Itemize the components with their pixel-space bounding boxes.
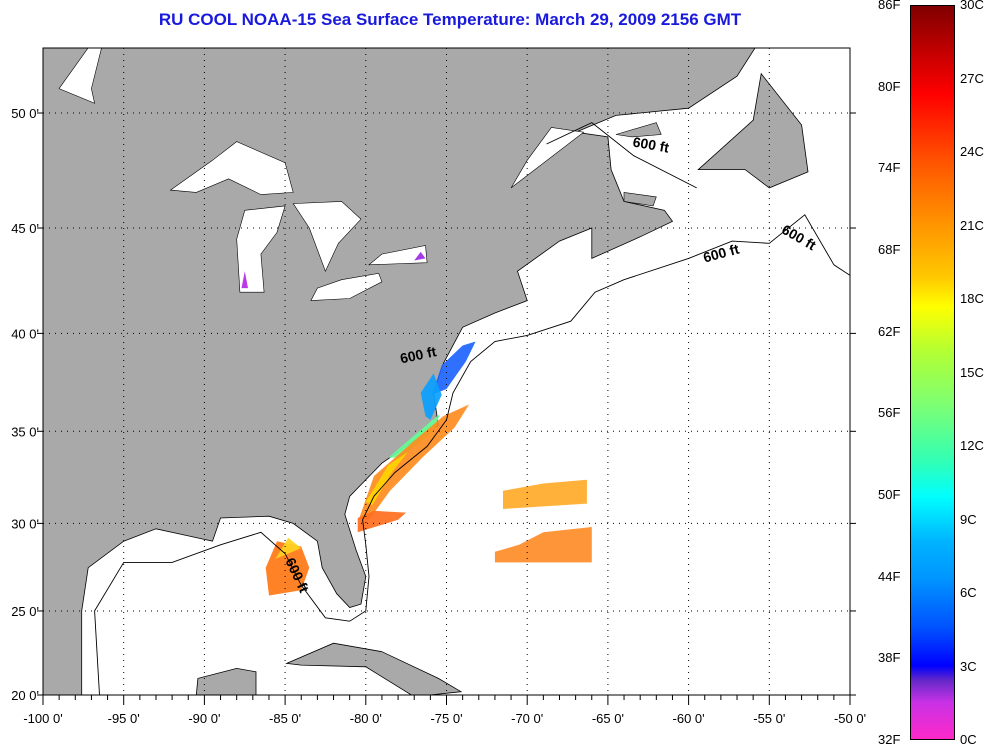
sst-gulf-stream [359, 404, 470, 520]
colorbar-label-celsius: 21C [960, 217, 984, 233]
land-hispaniola [486, 694, 491, 695]
colorbar-label-fahrenheit: 62F [878, 323, 901, 339]
lon-tick-label: -75 0' [430, 711, 462, 726]
isobath-label-0: 600 ft [632, 134, 671, 156]
lon-tick-label: -60 0' [673, 711, 705, 726]
lat-tick-label: 25 0' [11, 604, 39, 619]
sst-mid-atlantic-cold [432, 341, 476, 395]
colorbar-label-celsius: 3C [960, 658, 977, 674]
lake-huron [292, 201, 362, 272]
land-cuba [285, 642, 463, 695]
colorbar-label-celsius: 24C [960, 144, 984, 159]
colorbar-label-fahrenheit: 56F [878, 405, 901, 421]
lon-tick-label: -65 0' [592, 711, 624, 726]
colorbar-label-fahrenheit: 44F [878, 568, 901, 584]
colorbar-label-celsius: 0C [960, 732, 977, 747]
lat-tick-label: 45 0' [11, 221, 39, 236]
land-newfoundland [697, 72, 809, 189]
sst-gulf-mexico-yellow [275, 537, 302, 559]
sst-shelf-green [388, 414, 440, 458]
sst-gulf-stream-yellow [365, 452, 408, 506]
colorbar-label-celsius: 9C [960, 511, 977, 527]
lake-stlawrence [510, 127, 585, 189]
colorbar-label-celsius: 6C [960, 585, 977, 600]
colorbar-label-celsius: 30C [960, 0, 984, 12]
lake-superior [169, 141, 294, 195]
colorbar-label-fahrenheit: 50F [878, 487, 901, 502]
colorbar-label-fahrenheit: 80F [878, 78, 901, 94]
lon-tick-label: -55 0' [753, 711, 785, 726]
lat-tick-label: 50 0' [11, 106, 39, 121]
sst-shelf-cool [420, 373, 442, 420]
lon-tick-label: -70 0' [511, 711, 543, 726]
lat-tick-label: 20 0' [11, 688, 39, 703]
lat-tick-label: 35 0' [11, 424, 39, 439]
lake-michigan [236, 205, 286, 293]
colorbar-label-celsius: 27C [960, 70, 984, 86]
lake-ontario [368, 245, 428, 266]
lon-tick-label: -80 0' [350, 711, 382, 726]
colorbar-label-fahrenheit: 68F [878, 242, 901, 257]
lat-tick-label: 40 0' [11, 326, 39, 341]
lon-tick-label: -90 0' [188, 711, 220, 726]
map-frame [42, 47, 851, 696]
land-pei [623, 192, 657, 207]
colorbar-label-fahrenheit: 74F [878, 160, 901, 176]
colorbar-label-celsius: 15C [960, 364, 984, 380]
land-yucatan [195, 667, 257, 695]
lon-tick-label: -100 0' [23, 711, 62, 726]
colorbar-label-celsius: 18C [960, 291, 984, 306]
sst-lake-ontario [414, 251, 426, 261]
sst-offshore-south [494, 527, 592, 563]
colorbar-label-fahrenheit: 38F [878, 650, 901, 666]
sst-gulf-mexico [265, 541, 310, 596]
sst-offshore-north [503, 479, 587, 509]
isobath-label-3: 600 ft [399, 343, 438, 366]
colorbar-label-celsius: 12C [960, 438, 984, 453]
lat-tick-label: 30 0' [11, 516, 39, 531]
land-anticosti [615, 122, 662, 138]
lake-winnipeg [58, 48, 102, 104]
colorbar-label-fahrenheit: 86F [878, 0, 901, 12]
lon-tick-label: -50 0' [834, 711, 866, 726]
isobath-600ft [546, 122, 697, 189]
colorbar-label-fahrenheit: 32F [878, 732, 901, 747]
sst-lake-michigan [241, 271, 248, 289]
temperature-colorbar [910, 5, 955, 740]
lon-tick-label: -85 0' [269, 711, 301, 726]
lake-erie [310, 272, 383, 301]
lon-tick-label: -95 0' [108, 711, 140, 726]
sst-florida-east [357, 510, 407, 533]
map-title: RU COOL NOAA-15 Sea Surface Temperature:… [158, 10, 742, 29]
